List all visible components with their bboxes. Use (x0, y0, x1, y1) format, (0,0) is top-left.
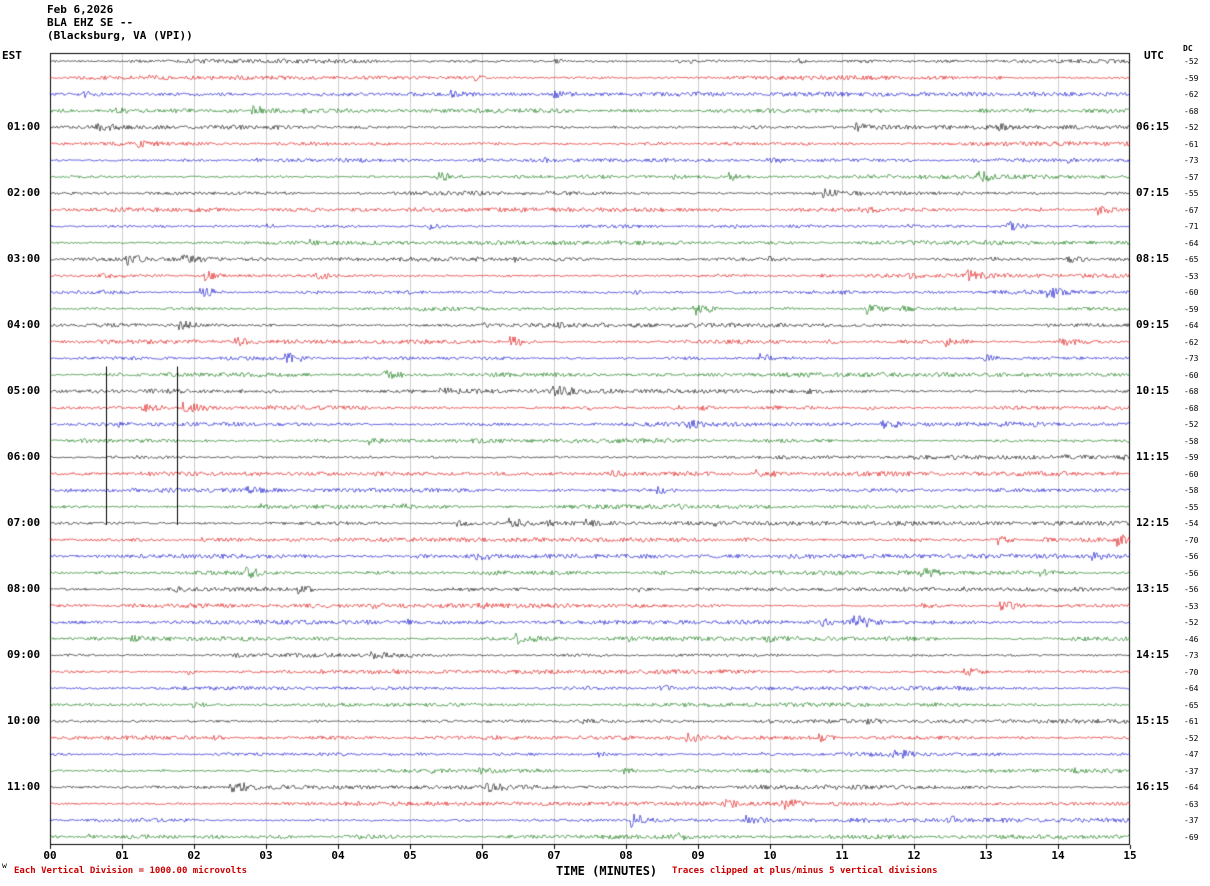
dc-offset-value: -70 (1184, 667, 1199, 677)
dc-offset-value: -65 (1184, 255, 1199, 265)
est-hour-label: 09:00 (7, 648, 41, 662)
utc-hour-label: 15:15 (1136, 714, 1170, 728)
dc-offset-value: -52 (1184, 123, 1199, 133)
clipping-note: Traces clipped at plus/minus 5 vertical … (672, 866, 938, 876)
dc-offset-value: -56 (1184, 585, 1199, 595)
dc-offset-value: -64 (1184, 783, 1199, 793)
dc-offset-value: -53 (1184, 271, 1199, 281)
dc-offset-value: -65 (1184, 700, 1199, 710)
dc-offset-value: -58 (1184, 436, 1199, 446)
dc-column-header: DC (1183, 44, 1193, 53)
utc-hour-label: 07:15 (1136, 186, 1170, 200)
header-date: Feb 6,2026 (47, 3, 114, 16)
x-tick-label: 13 (979, 849, 993, 862)
dc-offset-value: -52 (1184, 57, 1199, 67)
est-hour-label: 03:00 (7, 252, 41, 266)
dc-offset-value: -60 (1184, 370, 1199, 380)
x-tick-label: 05 (403, 849, 417, 862)
utc-hour-label: 09:15 (1136, 318, 1170, 332)
x-tick-label: 07 (547, 849, 561, 862)
header-station: BLA EHZ SE -- (47, 16, 134, 29)
dc-offset-value: -69 (1184, 832, 1199, 842)
est-hour-label: 11:00 (7, 780, 41, 794)
dc-offset-value: -68 (1184, 106, 1199, 116)
est-hour-label: 02:00 (7, 186, 41, 200)
utc-hour-label: 06:15 (1136, 120, 1170, 134)
est-hour-label: 05:00 (7, 384, 41, 398)
dc-offset-value: -73 (1184, 354, 1199, 364)
dc-offset-value: -56 (1184, 552, 1199, 562)
dc-offset-value: -62 (1184, 337, 1199, 347)
dc-offset-value: -37 (1184, 816, 1199, 826)
dc-offset-value: -57 (1184, 172, 1199, 182)
x-tick-label: 15 (1123, 849, 1137, 862)
dc-offset-value: -63 (1184, 799, 1199, 809)
dc-offset-value: -59 (1184, 453, 1199, 463)
x-tick-label: 11 (835, 849, 849, 862)
utc-hour-label: 16:15 (1136, 780, 1170, 794)
x-tick-label: 04 (331, 849, 345, 862)
dc-offset-value: -61 (1184, 717, 1199, 727)
utc-hour-label: 10:15 (1136, 384, 1170, 398)
dc-offset-value: -54 (1184, 519, 1199, 529)
dc-offset-value: -55 (1184, 502, 1199, 512)
x-tick-label: 08 (619, 849, 633, 862)
dc-offset-value: -64 (1184, 684, 1199, 694)
dc-offset-value: -37 (1184, 766, 1199, 776)
dc-offset-value: -55 (1184, 189, 1199, 199)
x-tick-label: 09 (691, 849, 705, 862)
x-tick-label: 00 (43, 849, 57, 862)
dc-offset-value: -64 (1184, 321, 1199, 331)
utc-hour-label: 14:15 (1136, 648, 1170, 662)
x-tick-label: 14 (1051, 849, 1065, 862)
dc-offset-value: -53 (1184, 601, 1199, 611)
x-tick-label: 01 (115, 849, 129, 862)
dc-offset-value: -67 (1184, 205, 1199, 215)
dc-offset-value: -64 (1184, 238, 1199, 248)
utc-hour-label: 11:15 (1136, 450, 1170, 464)
utc-hour-label: 12:15 (1136, 516, 1170, 530)
est-hour-label: 07:00 (7, 516, 41, 530)
dc-offset-value: -52 (1184, 420, 1199, 430)
x-tick-label: 10 (763, 849, 777, 862)
x-axis-title: TIME (MINUTES) (556, 864, 658, 878)
x-tick-label: 03 (259, 849, 273, 862)
dc-offset-value: -47 (1184, 750, 1199, 760)
right-timezone-label: UTC (1144, 49, 1164, 62)
est-hour-label: 08:00 (7, 582, 41, 596)
plot-header: Feb 6,2026 BLA EHZ SE -- (Blacksburg, VA… (47, 3, 193, 42)
dc-offset-value: -70 (1184, 535, 1199, 545)
dc-offset-value: -52 (1184, 733, 1199, 743)
dc-offset-value: -59 (1184, 304, 1199, 314)
dc-offset-value: -62 (1184, 90, 1199, 100)
left-timezone-label: EST (2, 49, 22, 62)
dc-offset-value: -60 (1184, 469, 1199, 479)
utc-hour-label: 08:15 (1136, 252, 1170, 266)
dc-offset-value: -61 (1184, 139, 1199, 149)
utc-hour-label: 13:15 (1136, 582, 1170, 596)
dc-offset-value: -59 (1184, 73, 1199, 83)
dc-offset-value: -58 (1184, 486, 1199, 496)
dc-offset-value: -68 (1184, 387, 1199, 397)
dc-offset-value: -60 (1184, 288, 1199, 298)
est-hour-label: 04:00 (7, 318, 41, 332)
dc-offset-value: -73 (1184, 156, 1199, 166)
est-hour-label: 01:00 (7, 120, 41, 134)
dc-offset-value: -71 (1184, 222, 1199, 232)
dc-offset-value: -73 (1184, 651, 1199, 661)
dc-offset-value: -46 (1184, 634, 1199, 644)
x-tick-label: 02 (187, 849, 201, 862)
vertical-division-note: Each Vertical Division = 1000.00 microvo… (14, 866, 247, 876)
dc-offset-value: -56 (1184, 568, 1199, 578)
corner-mark: w (2, 861, 7, 870)
header-location: (Blacksburg, VA (VPI)) (47, 29, 193, 42)
x-tick-label: 06 (475, 849, 489, 862)
x-tick-label: 12 (907, 849, 921, 862)
dc-offset-value: -68 (1184, 403, 1199, 413)
est-hour-label: 10:00 (7, 714, 41, 728)
est-hour-label: 06:00 (7, 450, 41, 464)
dc-offset-value: -52 (1184, 618, 1199, 628)
